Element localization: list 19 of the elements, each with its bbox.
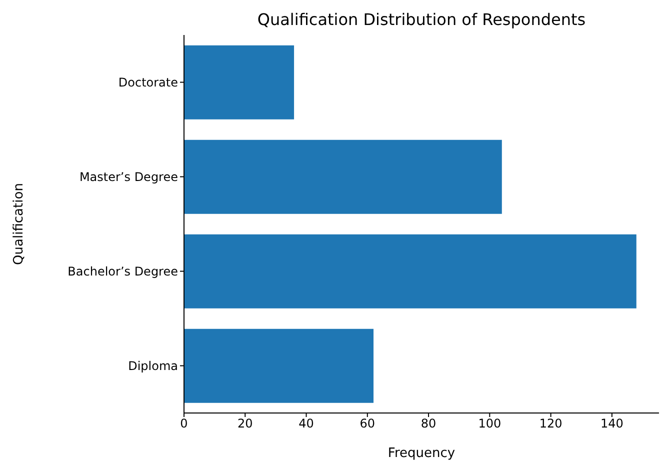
y-tick-label: Master’s Degree bbox=[79, 170, 178, 184]
x-tick-label: 20 bbox=[237, 416, 253, 431]
x-tick-label: 120 bbox=[539, 416, 562, 431]
y-tick-label: Doctorate bbox=[118, 76, 178, 90]
y-tick-label: Bachelor’s Degree bbox=[68, 264, 178, 279]
x-axis-title: Frequency bbox=[388, 446, 456, 461]
y-axis-title: Qualification bbox=[12, 183, 27, 265]
x-tick-label: 100 bbox=[478, 416, 502, 431]
x-tick-label: 80 bbox=[420, 416, 436, 431]
y-tick-label: Diploma bbox=[128, 359, 178, 374]
x-tick-label: 140 bbox=[600, 416, 624, 431]
bar bbox=[184, 234, 636, 308]
bar bbox=[184, 328, 374, 403]
bar bbox=[184, 140, 502, 214]
x-tick-label: 40 bbox=[298, 416, 314, 431]
x-tick-label: 60 bbox=[360, 416, 376, 431]
bar bbox=[184, 45, 294, 120]
chart-title: Qualification Distribution of Respondents bbox=[256, 10, 587, 29]
x-tick-label: 0 bbox=[180, 416, 188, 431]
